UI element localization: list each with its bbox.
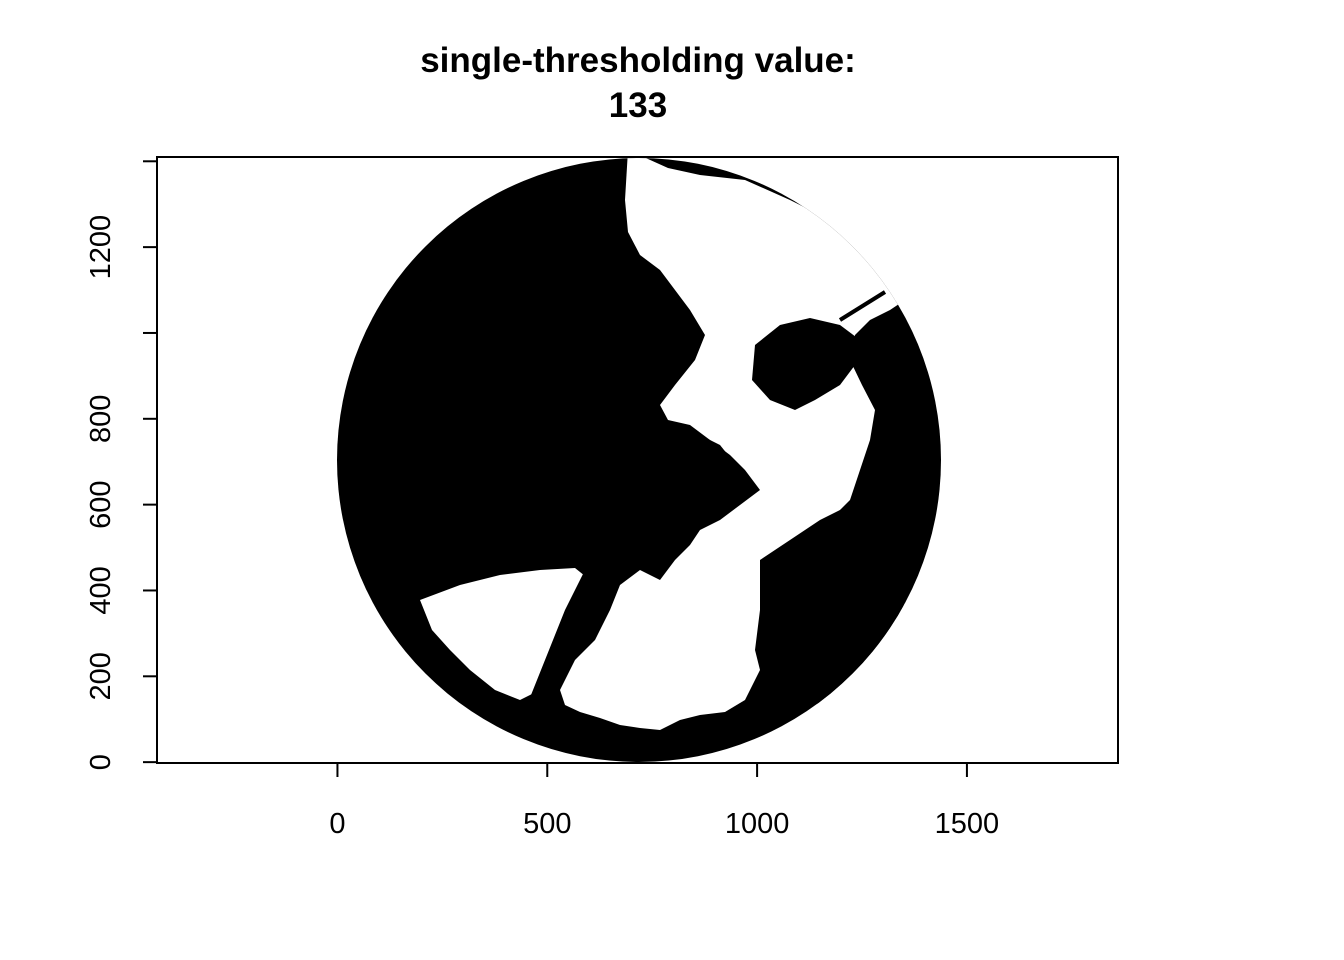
y-axis: 0 200 400 600 800 1200 xyxy=(85,160,158,770)
x-tick-label: 1000 xyxy=(725,808,790,840)
threshold-image xyxy=(337,158,941,762)
y-tick-label: 400 xyxy=(85,566,117,614)
foliage-cluster-right xyxy=(752,318,860,410)
tree-trunk xyxy=(525,520,630,712)
chart-title-line-2: 133 xyxy=(608,86,668,125)
chart-title-line-1: single-thresholding value: xyxy=(420,41,856,80)
y-tick-label: 600 xyxy=(85,480,117,528)
tree-branch xyxy=(838,290,887,322)
x-tick-label: 1500 xyxy=(935,808,1000,840)
x-tick-label: 500 xyxy=(523,808,571,840)
foliage-cluster-center xyxy=(648,430,740,530)
y-tick-label: 800 xyxy=(85,395,117,443)
chart-title: single-thresholding value: 133 xyxy=(0,38,1276,128)
x-axis: 0 500 1000 1500 xyxy=(329,762,1000,840)
y-tick-label: 1200 xyxy=(85,215,117,280)
y-tick-label: 0 xyxy=(85,754,117,770)
x-tick-label: 0 xyxy=(329,808,345,840)
y-tick-label: 200 xyxy=(85,652,117,700)
sky-region-upper xyxy=(560,158,905,730)
